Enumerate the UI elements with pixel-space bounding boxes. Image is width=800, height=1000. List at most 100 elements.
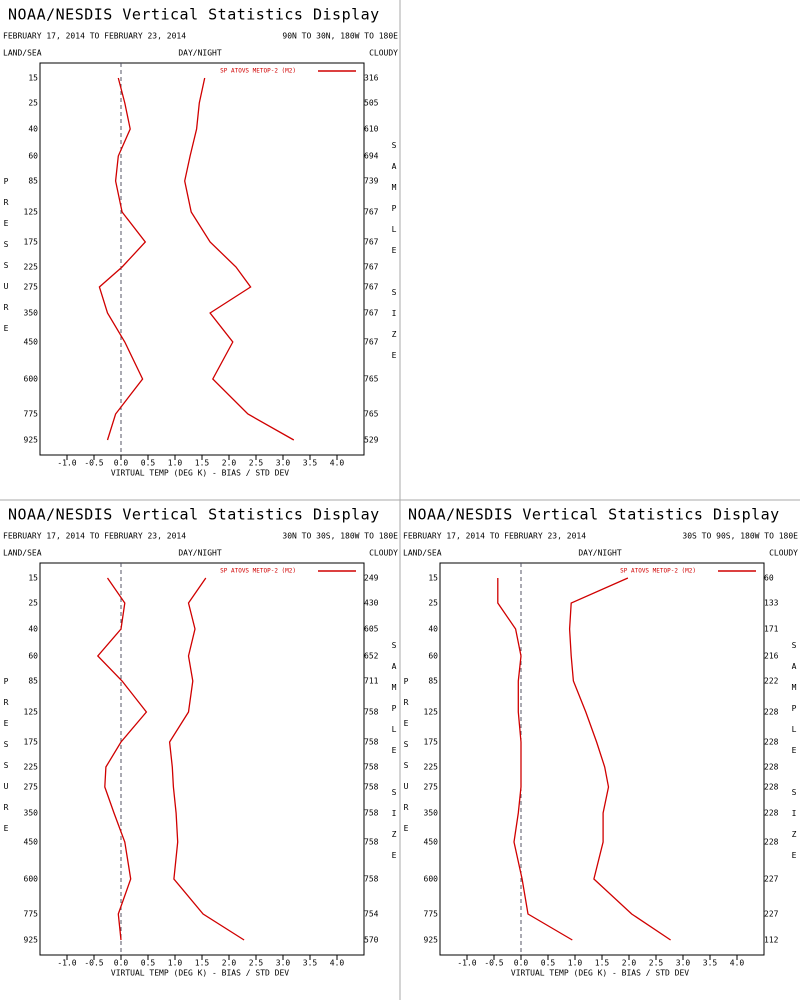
sample-size: 694: [364, 152, 379, 161]
pressure-label: 125: [24, 208, 39, 217]
pressure-label: 600: [24, 875, 39, 884]
pressure-label: 925: [424, 936, 439, 945]
sample-size: 739: [364, 177, 379, 186]
pressure-label: 225: [24, 263, 39, 272]
pressure-label: 275: [424, 783, 439, 792]
pressure-label: 60: [28, 152, 38, 161]
pressure-label: 775: [424, 910, 439, 919]
land-sea-label: LAND/SEA: [403, 549, 442, 558]
sample-size: 228: [764, 783, 779, 792]
x-tick-label: 3.5: [703, 959, 718, 968]
x-tick-label: 0.5: [541, 959, 556, 968]
x-tick-label: 1.5: [595, 959, 610, 968]
pressure-label: 600: [424, 875, 439, 884]
pressure-label: 350: [24, 309, 39, 318]
pressure-label: 40: [428, 625, 438, 634]
pressure-label: 225: [424, 763, 439, 772]
sample-size: 605: [364, 625, 379, 634]
pressure-label: 600: [24, 375, 39, 384]
day-night-label: DAY/NIGHT: [178, 549, 222, 558]
panel: NOAA/NESDIS Vertical Statistics Display F…: [2, 6, 399, 478]
x-tick-label: -1.0: [57, 459, 76, 468]
pressure-label: 15: [28, 74, 38, 83]
sample-size: 133: [764, 599, 779, 608]
plot-frame: [39, 562, 365, 956]
x-tick-label: -1.0: [457, 959, 476, 968]
x-axis-label: VIRTUAL TEMP (DEG K) - BIAS / STD DEV: [511, 969, 689, 978]
x-tick-label: 0.0: [114, 959, 129, 968]
pressure-label: 775: [24, 910, 39, 919]
sample-size: 171: [764, 625, 779, 634]
pressure-label: 40: [28, 625, 38, 634]
sample-size: 758: [364, 875, 379, 884]
x-tick-label: -1.0: [57, 959, 76, 968]
pressure-label: 450: [24, 838, 39, 847]
x-tick-label: 3.5: [303, 459, 318, 468]
sample-size: 227: [764, 910, 779, 919]
profile-line: [98, 77, 147, 441]
x-tick-label: 0.5: [141, 959, 156, 968]
sample-size: 222: [764, 677, 779, 686]
pressure-label: 40: [28, 125, 38, 134]
sample-size: 767: [364, 338, 379, 347]
sample-size: 767: [364, 238, 379, 247]
x-tick-label: 2.0: [222, 459, 237, 468]
date-range: FEBRUARY 17, 2014 TO FEBRUARY 23, 2014: [3, 32, 186, 41]
x-tick-label: 2.5: [249, 959, 264, 968]
plot-frame: [39, 62, 365, 456]
x-tick-label: 3.0: [276, 959, 291, 968]
pressure-label: 175: [24, 238, 39, 247]
x-tick-label: 0.0: [514, 959, 529, 968]
sample-size: 249: [364, 574, 379, 583]
region: 30N TO 30S, 180W TO 180E: [282, 532, 398, 541]
sample-size: 758: [364, 783, 379, 792]
pressure-label: 25: [28, 99, 38, 108]
pressure-label: 85: [28, 177, 38, 186]
sample-size: 228: [764, 838, 779, 847]
legend-label: SP ATOVS METOP-2 (M2): [620, 568, 696, 575]
pressure-label: 25: [28, 599, 38, 608]
x-tick-label: 2.0: [622, 959, 637, 968]
sample-size: 227: [764, 875, 779, 884]
profile-line: [497, 578, 573, 941]
sample-size: 112: [764, 936, 779, 945]
sample-size: 765: [364, 410, 379, 419]
pressure-label: 225: [24, 763, 39, 772]
date-range: FEBRUARY 17, 2014 TO FEBRUARY 23, 2014: [403, 532, 586, 541]
panel-title: NOAA/NESDIS Vertical Statistics Display: [8, 506, 380, 524]
x-tick-label: 3.0: [276, 459, 291, 468]
x-tick-label: 4.0: [330, 959, 345, 968]
pressure-label: 15: [28, 574, 38, 583]
y2-axis-label: SAMPLE SIZE: [790, 641, 799, 872]
sample-size: 711: [364, 677, 379, 686]
pressure-label: 925: [24, 436, 39, 445]
date-range: FEBRUARY 17, 2014 TO FEBRUARY 23, 2014: [3, 532, 186, 541]
sample-size: 610: [364, 125, 379, 134]
x-tick-label: 1.5: [195, 459, 210, 468]
x-tick-label: -0.5: [84, 459, 103, 468]
y-axis-label: PRESSURE: [402, 677, 411, 845]
sample-size: 228: [764, 708, 779, 717]
x-tick-label: 0.5: [141, 459, 156, 468]
x-tick-label: 1.0: [168, 959, 183, 968]
x-tick-label: -0.5: [84, 959, 103, 968]
x-tick-label: 1.5: [195, 959, 210, 968]
region: 90N TO 30N, 180W TO 180E: [282, 32, 398, 41]
profile-line: [184, 77, 295, 441]
pressure-label: 450: [24, 338, 39, 347]
cloudy-label: CLOUDY: [769, 549, 798, 558]
sample-size: 758: [364, 708, 379, 717]
x-tick-label: 3.5: [303, 959, 318, 968]
pressure-label: 350: [424, 809, 439, 818]
pressure-label: 775: [24, 410, 39, 419]
x-tick-label: 4.0: [330, 459, 345, 468]
pressure-label: 85: [428, 677, 438, 686]
sample-size: 216: [764, 652, 779, 661]
region: 30S TO 90S, 180W TO 180E: [682, 532, 798, 541]
sample-size: 754: [364, 910, 379, 919]
sample-size: 570: [364, 936, 379, 945]
sample-size: 60: [764, 574, 774, 583]
sample-size: 316: [364, 74, 379, 83]
y-axis-label: PRESSURE: [2, 177, 11, 345]
